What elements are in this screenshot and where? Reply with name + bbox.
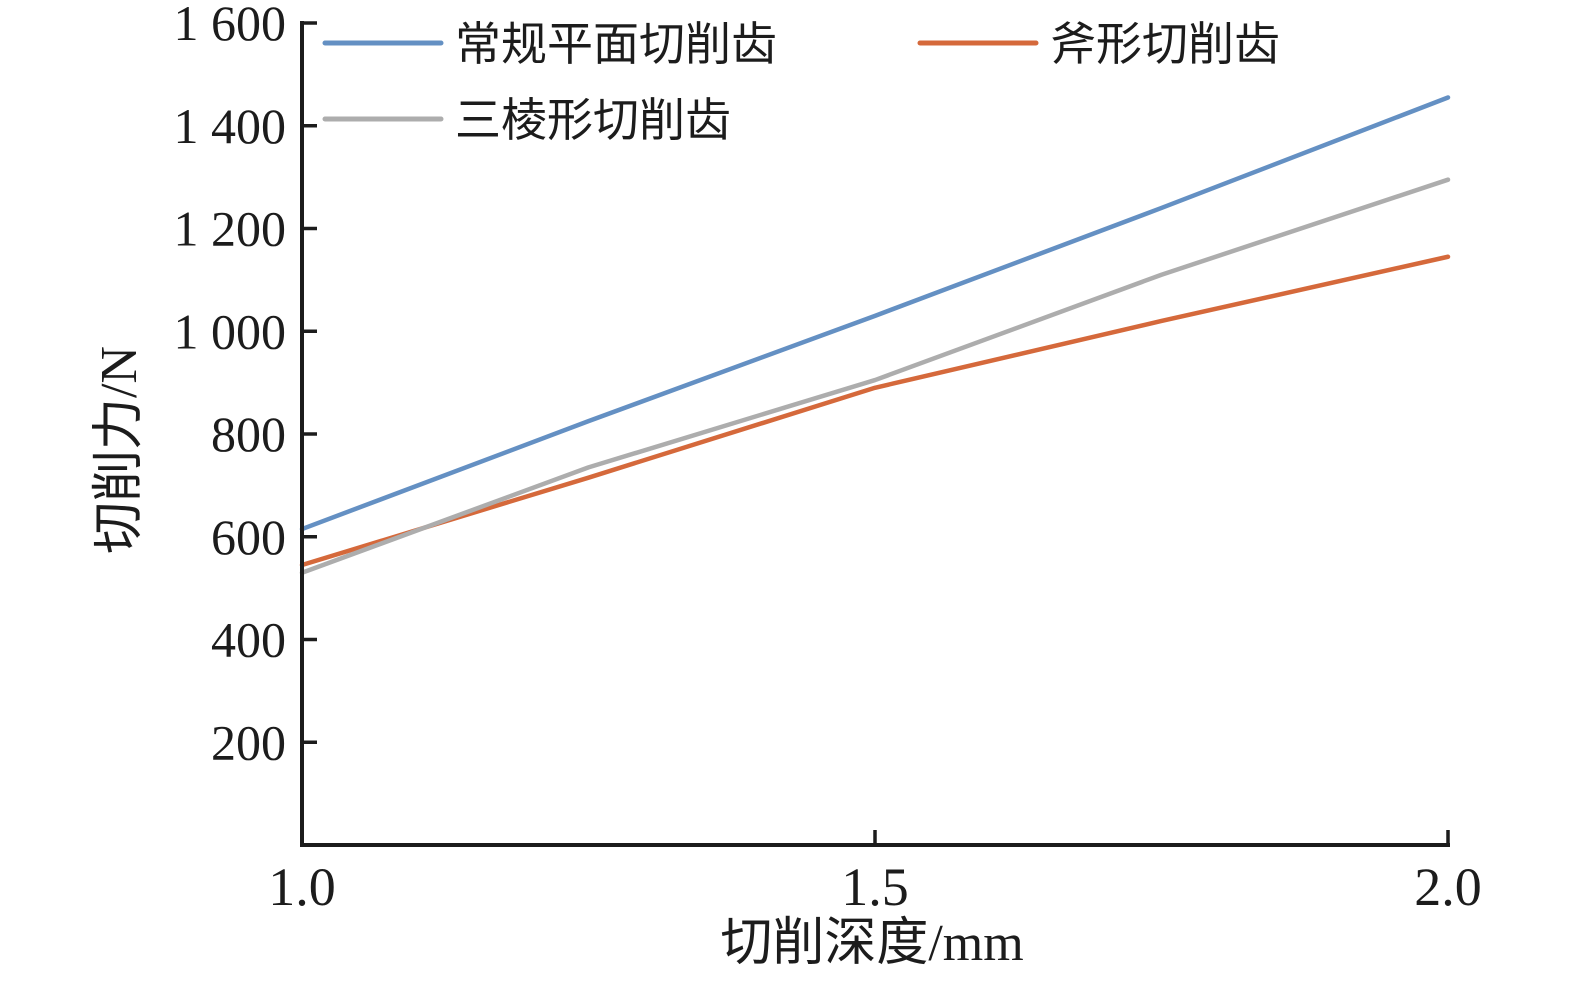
y-tick-label: 600 (211, 509, 286, 565)
y-tick-label: 1 200 (174, 201, 287, 257)
y-axis-title: 切削力/N (91, 346, 148, 554)
y-tick-label: 200 (211, 714, 286, 770)
legend-item-2: 三棱形切削齿 (322, 95, 731, 146)
legend-label: 常规平面切削齿 (455, 19, 777, 70)
legend-label: 斧形切削齿 (1050, 19, 1280, 70)
y-tick-label: 1 400 (174, 98, 287, 154)
legend-item-0: 常规平面切削齿 (322, 19, 777, 70)
y-axis-ticks: 200 400 600 800 1 000 1 200 1 400 1 600 (174, 0, 317, 770)
series-line-2 (299, 177, 1451, 575)
x-axis-title: 切削深度/mm (720, 915, 1023, 972)
x-tick-label: 1.5 (841, 857, 909, 917)
series-line-1 (299, 254, 1451, 568)
y-tick-label: 400 (211, 612, 286, 668)
y-tick-label: 800 (211, 406, 286, 462)
series-line-0 (299, 95, 1451, 532)
x-tick-label: 1.0 (268, 857, 336, 917)
x-tick-label: 2.0 (1414, 857, 1482, 917)
legend-label: 三棱形切削齿 (455, 95, 731, 146)
y-tick-label: 1 600 (174, 0, 287, 51)
legend-item-1: 斧形切削齿 (917, 19, 1280, 70)
y-tick-label: 1 000 (174, 303, 287, 359)
series-lines (299, 95, 1451, 575)
x-axis-ticks: 1.0 1.5 2.0 (268, 830, 1482, 917)
